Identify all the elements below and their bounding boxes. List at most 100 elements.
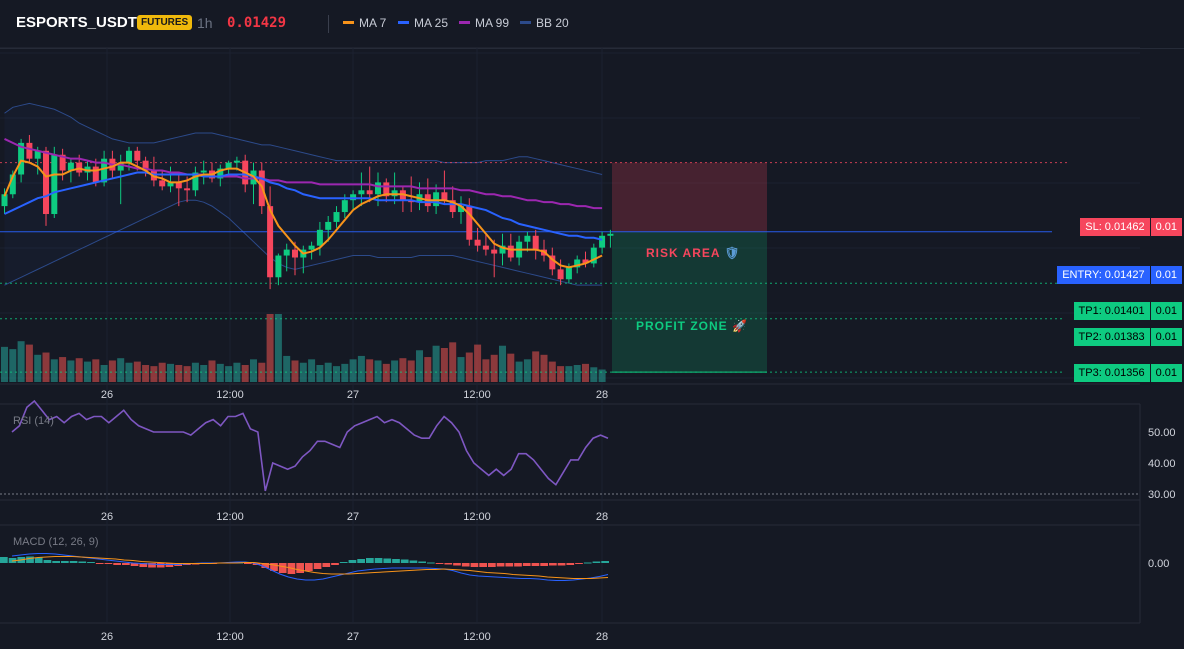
candle-body-35 <box>292 249 298 258</box>
candle-body-3 <box>26 142 33 159</box>
volume-bar-38 <box>316 365 324 382</box>
volume-bar-15 <box>125 362 133 382</box>
legend-ma7[interactable]: MA 7 <box>343 16 386 30</box>
symbol-name[interactable]: ESPORTS_USDT <box>16 14 137 31</box>
candle-body-64 <box>532 235 539 250</box>
macd-hist-bar-48 <box>418 561 426 563</box>
legend-ma99[interactable]: MA 99 <box>459 16 509 30</box>
volume-bar-63 <box>523 359 531 382</box>
last-price: 0.01429 <box>227 15 287 31</box>
macd-hist-bar-6 <box>52 561 60 563</box>
volume-bar-55 <box>457 357 465 382</box>
time-label-2-1: 12:00 <box>216 631 244 643</box>
legend-bb20[interactable]: BB 20 <box>520 16 569 30</box>
candle-body-7 <box>59 154 66 171</box>
macd-hist-bar-17 <box>148 563 156 568</box>
interval-label[interactable]: 1h <box>197 15 213 31</box>
volume-bar-64 <box>532 351 540 382</box>
tp3-label: TP3: 0.01356 <box>1073 364 1150 382</box>
rsi-tick-2: 30.00 <box>1148 489 1176 501</box>
volume-bar-44 <box>366 359 374 382</box>
tp2-tag: TP2: 0.01383 0.01 <box>1073 328 1182 346</box>
volume-bar-66 <box>548 361 556 382</box>
candle-body-69 <box>574 259 581 268</box>
candle-body-4 <box>34 150 41 159</box>
volume-bar-45 <box>374 360 382 382</box>
market-badge: FUTURES <box>137 15 193 30</box>
volume-bar-49 <box>407 360 415 382</box>
candle-body-71 <box>590 247 597 264</box>
macd-hist-bar-10 <box>87 562 95 563</box>
volume-bar-32 <box>266 314 274 382</box>
macd-hist-bar-55 <box>479 563 487 567</box>
candle-body-68 <box>565 267 572 280</box>
macd-signal-line <box>11 556 609 579</box>
profit-zone-box <box>612 231 767 373</box>
volume-bar-71 <box>590 367 598 382</box>
macd-title: MACD (12, 26, 9) <box>13 536 99 548</box>
macd-hist-bar-11 <box>95 563 104 564</box>
volume-bar-17 <box>142 365 150 382</box>
macd-hist-bar-58 <box>505 563 514 567</box>
macd-hist-bar-39 <box>339 562 348 563</box>
profit-zone-text: PROFIT ZONE <box>636 319 728 333</box>
macd-hist-bar-57 <box>496 563 505 567</box>
volume-bar-41 <box>341 363 349 382</box>
rsi-pane <box>0 399 1140 495</box>
sl-tag: SL: 0.01462 0.01 <box>1080 218 1182 236</box>
rsi-tick-0: 50.00 <box>1148 427 1176 439</box>
volume-bar-27 <box>225 366 233 382</box>
risk-area-text: RISK AREA <box>646 246 721 260</box>
tp2-label: TP2: 0.01383 <box>1073 328 1150 346</box>
macd-hist-bar-65 <box>566 563 575 565</box>
macd-hist-bar-12 <box>104 563 113 564</box>
ma7-swatch <box>343 21 354 25</box>
volume-bar-1 <box>9 349 17 382</box>
ma25-line <box>4 171 603 241</box>
macd-hist-bar-4 <box>34 557 43 563</box>
rsi-line <box>11 399 609 492</box>
macd-pane <box>0 553 609 581</box>
sl-value: 0.01 <box>1150 218 1182 236</box>
volume-bar-33 <box>274 314 282 382</box>
macd-hist-bar-9 <box>78 561 87 563</box>
macd-hist-bar-67 <box>583 562 592 564</box>
tp3-tag: TP3: 0.01356 0.01 <box>1073 364 1182 382</box>
candle-body-5 <box>43 150 49 215</box>
time-label-0-4: 28 <box>596 389 608 401</box>
volume-bar-5 <box>42 352 50 382</box>
volume-bar-22 <box>183 366 191 382</box>
candle-body-57 <box>474 239 481 246</box>
trade-zones <box>612 162 767 373</box>
volume-bar-50 <box>416 350 423 382</box>
volume-bar-36 <box>299 362 307 382</box>
macd-hist-bar-13 <box>113 563 121 565</box>
candle-body-15 <box>126 150 132 163</box>
macd-hist-bar-5 <box>43 560 52 563</box>
macd-hist-bar-49 <box>427 562 435 564</box>
volume-bar-53 <box>440 348 448 382</box>
volume-bar-70 <box>582 363 589 382</box>
legend-ma25[interactable]: MA 25 <box>398 16 448 30</box>
candle-body-33 <box>275 255 282 278</box>
rocket-icon: 🚀 <box>732 319 748 333</box>
macd-hist-bar-62 <box>540 563 548 566</box>
macd-hist-bar-41 <box>357 559 365 563</box>
bb-upper-line <box>4 102 603 175</box>
macd-hist-bar-60 <box>522 563 531 566</box>
volume-bar-4 <box>34 354 42 382</box>
macd-hist-bar-28 <box>244 563 252 564</box>
macd-hist-bar-38 <box>331 563 339 565</box>
candle-body-40 <box>333 212 340 222</box>
time-label-1-0: 26 <box>101 511 113 523</box>
sl-label: SL: 0.01462 <box>1080 218 1150 236</box>
time-label-2-3: 12:00 <box>463 631 491 643</box>
candle-body-38 <box>316 229 323 246</box>
volume-bar-18 <box>150 366 158 382</box>
volume-bar-43 <box>357 355 365 382</box>
macd-hist-bar-18 <box>156 563 165 568</box>
macd-tick-0: 0.00 <box>1148 558 1169 570</box>
candle-body-27 <box>225 162 232 169</box>
volume-bar-56 <box>465 352 473 382</box>
